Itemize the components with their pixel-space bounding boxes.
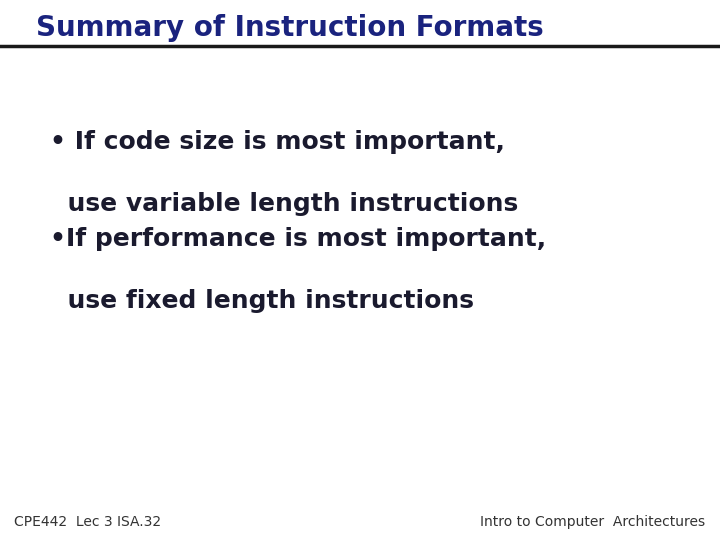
Text: use fixed length instructions: use fixed length instructions xyxy=(50,289,474,313)
Text: •If performance is most important,: •If performance is most important, xyxy=(50,227,546,251)
Text: CPE442  Lec 3 ISA.32: CPE442 Lec 3 ISA.32 xyxy=(14,515,161,529)
Text: use variable length instructions: use variable length instructions xyxy=(50,192,518,215)
Text: • If code size is most important,: • If code size is most important, xyxy=(50,130,505,153)
Text: Intro to Computer  Architectures: Intro to Computer Architectures xyxy=(480,515,706,529)
Text: Summary of Instruction Formats: Summary of Instruction Formats xyxy=(36,14,544,42)
